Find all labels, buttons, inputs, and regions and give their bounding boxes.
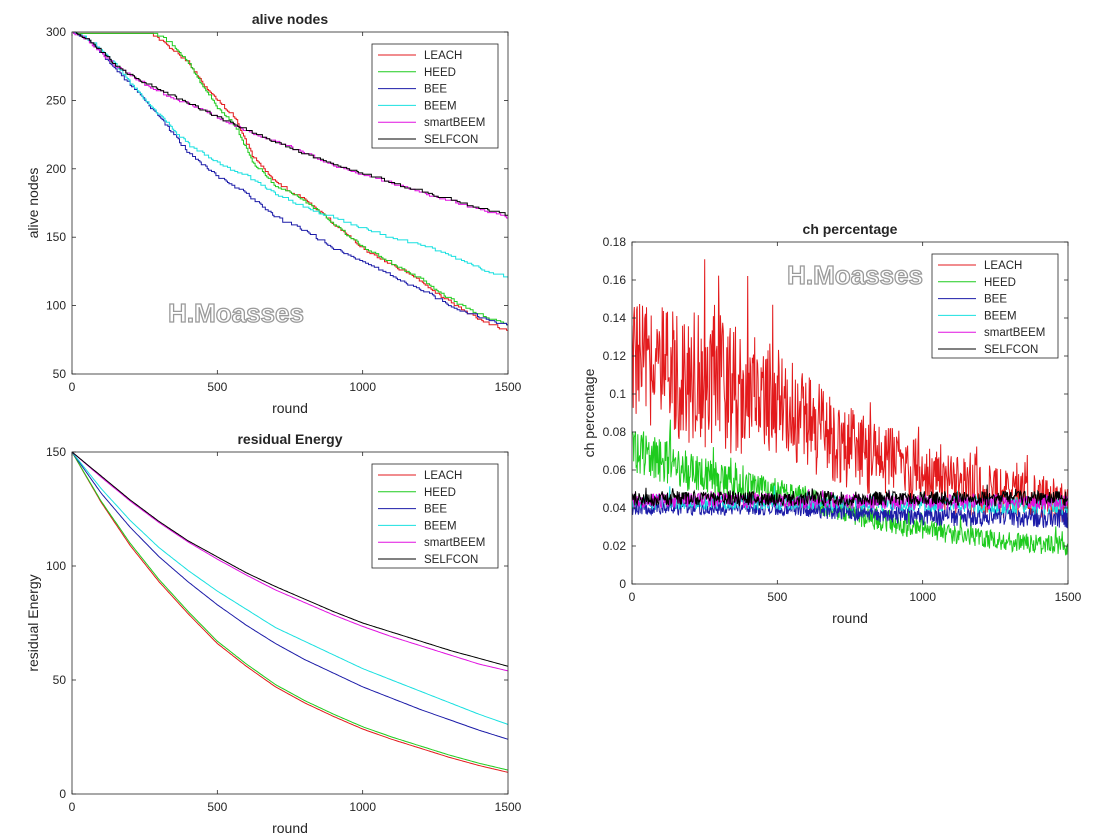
legend-label: LEACH: [424, 470, 462, 482]
x-axis-label: round: [272, 820, 308, 836]
chart-title: alive nodes: [252, 11, 328, 27]
y-tick-label: 0: [59, 787, 66, 801]
legend-label: HEED: [424, 67, 456, 79]
y-tick-label: 0.08: [603, 425, 627, 439]
series-line-bee: [72, 452, 508, 740]
series-line-smartbeem: [632, 489, 1068, 511]
legend-label: HEED: [424, 487, 456, 499]
watermark: H.Moasses: [787, 260, 923, 290]
y-tick-label: 100: [46, 559, 66, 573]
series-line-selfcon: [72, 32, 508, 216]
x-tick-label: 1000: [909, 590, 936, 604]
series-line-beem: [72, 32, 508, 279]
y-tick-label: 0: [619, 577, 626, 591]
y-tick-label: 150: [46, 445, 66, 459]
x-tick-label: 500: [207, 800, 227, 814]
legend-label: BEEM: [424, 100, 457, 112]
chart-2: ch percentage 0 500 1000 1500 0 0.02 0.04 0.06 0.…: [581, 221, 1082, 626]
x-tick-label: 1500: [495, 380, 522, 394]
y-axis-label: residual Energy: [25, 574, 41, 671]
legend-label: SELFCON: [424, 554, 478, 566]
series-line-heed: [72, 32, 508, 327]
legend-label: LEACH: [424, 50, 462, 62]
chart-0: alive nodes 0 500 1000 1500 50 100 150 200 250 300…: [25, 11, 522, 416]
series-group: [72, 452, 508, 773]
y-tick-label: 150: [46, 230, 66, 244]
legend-label: LEACH: [984, 260, 1022, 272]
series-line-smartbeem: [72, 452, 508, 672]
x-tick-label: 1000: [349, 380, 376, 394]
series-line-leach: [72, 452, 508, 773]
x-tick-label: 0: [69, 800, 76, 814]
x-tick-label: 1000: [349, 800, 376, 814]
y-tick-label: 0.02: [603, 539, 627, 553]
y-tick-label: 300: [46, 25, 66, 39]
axes-box: [631, 241, 1069, 585]
legend-label: SELFCON: [424, 134, 478, 146]
x-axis-label: round: [272, 400, 308, 416]
legend-label: BEE: [424, 84, 447, 96]
y-tick-label: 0.1: [609, 387, 626, 401]
legend-label: smartBEEM: [424, 117, 485, 129]
axes-box: [71, 31, 509, 375]
series-group: [632, 259, 1068, 556]
legend-label: smartBEEM: [424, 537, 485, 549]
legend-box: [931, 253, 1059, 359]
y-axis-label: alive nodes: [25, 168, 41, 239]
axes-box: [71, 451, 509, 795]
series-line-bee: [632, 497, 1068, 529]
y-tick-label: 0.04: [603, 501, 627, 515]
x-tick-label: 0: [629, 590, 636, 604]
y-tick-label: 100: [46, 299, 66, 313]
y-tick-label: 200: [46, 162, 66, 176]
legend: LEACH HEED BEE BEEM smartBEEM SELFCON: [371, 43, 499, 149]
y-tick-label: 50: [53, 673, 67, 687]
legend: LEACH HEED BEE BEEM smartBEEM SELFCON: [371, 463, 499, 569]
legend-label: BEE: [984, 294, 1007, 306]
chart-1: residual Energy 0 500 1000 1500 0 50 100 150 roun…: [25, 431, 522, 836]
series-line-selfcon: [72, 452, 508, 667]
legend-label: BEEM: [424, 520, 457, 532]
y-tick-label: 0.12: [603, 349, 627, 363]
legend-label: BEEM: [984, 310, 1017, 322]
legend-label: smartBEEM: [984, 327, 1045, 339]
legend-box: [371, 43, 499, 149]
series-group: [72, 32, 508, 331]
y-axis-label: ch percentage: [581, 368, 597, 457]
legend-box: [371, 463, 499, 569]
y-tick-label: 0.06: [603, 463, 627, 477]
y-tick-label: 0.14: [603, 311, 627, 325]
chart-title: ch percentage: [803, 221, 898, 237]
chart-title: residual Energy: [237, 431, 342, 447]
y-tick-label: 50: [53, 367, 67, 381]
legend: LEACH HEED BEE BEEM smartBEEM SELFCON: [931, 253, 1059, 359]
x-axis-label: round: [832, 610, 868, 626]
x-tick-label: 500: [207, 380, 227, 394]
series-line-beem: [72, 452, 508, 725]
legend-label: SELFCON: [984, 344, 1038, 356]
legend-label: HEED: [984, 277, 1016, 289]
y-tick-label: 250: [46, 93, 66, 107]
x-tick-label: 1500: [495, 800, 522, 814]
y-tick-label: 0.16: [603, 273, 627, 287]
watermark: H.Moasses: [168, 298, 304, 328]
y-tick-label: 0.18: [603, 235, 627, 249]
x-tick-label: 0: [69, 380, 76, 394]
x-tick-label: 1500: [1055, 590, 1082, 604]
legend-label: BEE: [424, 504, 447, 516]
x-tick-label: 500: [767, 590, 787, 604]
series-line-heed: [72, 452, 508, 771]
series-line-selfcon: [632, 484, 1068, 508]
series-line-leach: [72, 32, 508, 331]
